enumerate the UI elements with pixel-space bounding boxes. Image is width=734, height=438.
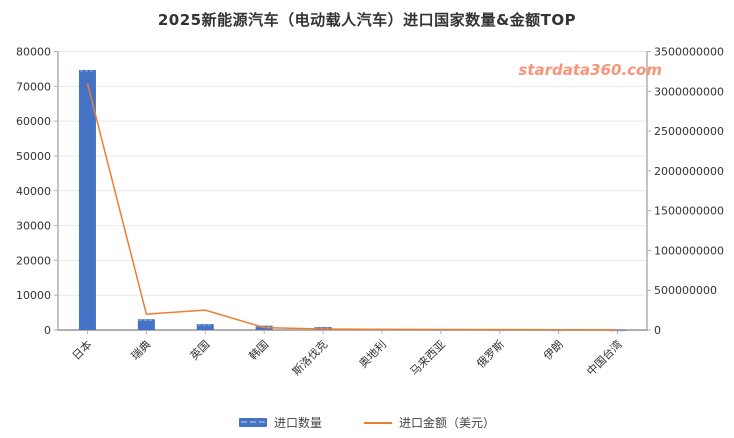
legend-label: 进口数量 bbox=[273, 416, 322, 430]
bar-中国台湾[interactable] bbox=[609, 329, 627, 331]
x-axis-category-label: 英国 bbox=[187, 337, 212, 362]
right-axis-tick-label: 0 bbox=[654, 324, 661, 337]
bar-瑞典[interactable] bbox=[137, 319, 155, 330]
right-axis-tick-label: 2000000000 bbox=[654, 165, 724, 178]
right-axis-tick-label: 2500000000 bbox=[654, 125, 724, 138]
legend-item-import-quantity[interactable]: 进口数量 bbox=[238, 414, 322, 431]
right-axis-tick-label: 3500000000 bbox=[654, 46, 724, 59]
x-axis-category-label: 韩国 bbox=[246, 337, 271, 362]
left-axis-tick-label: 60000 bbox=[16, 115, 51, 128]
x-axis-category-label: 斯洛伐克 bbox=[289, 337, 330, 378]
bar-英国[interactable] bbox=[196, 324, 214, 330]
legend-label: 进口金额（美元） bbox=[399, 416, 496, 430]
amount-line-series[interactable] bbox=[86, 83, 618, 331]
right-axis-tick-label: 3000000000 bbox=[654, 85, 724, 98]
x-axis-category-label: 奥地利 bbox=[356, 337, 389, 370]
left-axis-tick-label: 40000 bbox=[16, 185, 51, 198]
legend: 进口数量 进口金额（美元） bbox=[0, 414, 734, 431]
left-axis-tick-label: 20000 bbox=[16, 254, 51, 267]
left-axis-tick-label: 0 bbox=[44, 324, 51, 337]
left-axis-tick-label: 80000 bbox=[16, 46, 51, 59]
left-axis-tick-label: 70000 bbox=[16, 80, 51, 93]
right-axis-tick-label: 500000000 bbox=[654, 284, 717, 297]
left-axis-tick-label: 10000 bbox=[16, 289, 51, 302]
line-series-swatch-icon bbox=[364, 421, 392, 424]
bar-日本[interactable] bbox=[78, 69, 96, 330]
x-axis-category-label: 马来西亚 bbox=[408, 338, 448, 378]
chart-title: 2025新能源汽车（电动载人汽车）进口国家数量&金额TOP bbox=[157, 11, 577, 29]
left-axis-tick-label: 50000 bbox=[16, 150, 51, 163]
x-axis-category-label: 伊朗 bbox=[541, 338, 566, 363]
right-axis-tick-label: 1500000000 bbox=[654, 205, 724, 218]
right-axis-tick-label: 1000000000 bbox=[654, 244, 724, 257]
legend-item-import-amount[interactable]: 进口金额（美元） bbox=[364, 414, 495, 431]
left-axis-tick-label: 30000 bbox=[16, 220, 51, 233]
x-axis-category-label: 瑞典 bbox=[128, 337, 153, 362]
x-axis-category-label: 中国台湾 bbox=[584, 337, 625, 378]
x-axis-category-label: 俄罗斯 bbox=[474, 338, 507, 371]
bar-series-swatch-icon bbox=[238, 418, 267, 427]
x-axis-category-label: 日本 bbox=[69, 337, 94, 362]
